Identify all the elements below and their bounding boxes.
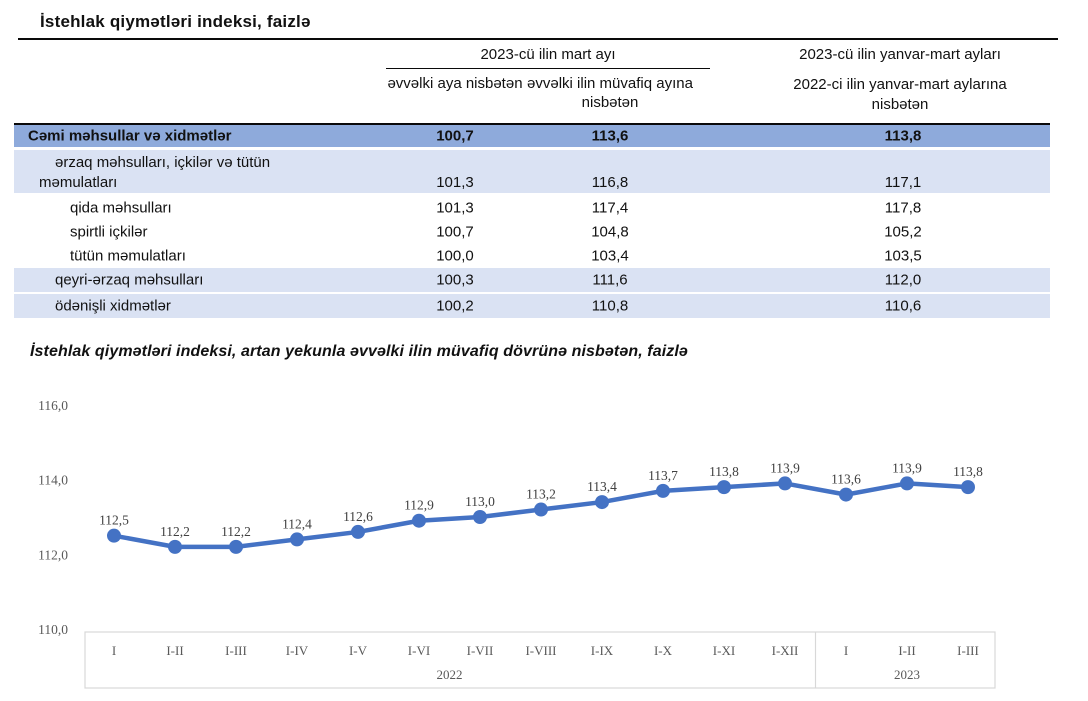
- row-value-prev-year-month: 117,4: [591, 199, 629, 216]
- x-axis-tick-label: I-V: [349, 643, 368, 658]
- chart-data-point: [778, 476, 792, 491]
- chart-data-label: 113,4: [587, 479, 617, 494]
- chart-data-label: 112,4: [282, 516, 312, 531]
- row-value-cumulative: 110,6: [884, 297, 922, 315]
- row-value-prev-year-month: 110,8: [591, 297, 629, 315]
- row-value-cumulative: 103,5: [884, 247, 922, 264]
- x-axis-tick-label: I-IX: [591, 643, 614, 658]
- row-value-prev-year-month: 111,6: [592, 271, 628, 289]
- row-value-cumulative: 105,2: [884, 223, 922, 240]
- table-row-paid-services: ödənişli xidmətlər 100,2 110,8 110,6: [14, 294, 1050, 318]
- row-label-line2: məmulatları: [39, 174, 118, 191]
- x-axis-tick-label: I-VI: [408, 643, 430, 658]
- row-value-prev-month: 101,3: [436, 174, 474, 191]
- table-header-march-group: 2023-cü ilin mart ayı: [480, 46, 616, 63]
- chart-data-point: [839, 487, 853, 502]
- x-axis-tick-label: I-III: [957, 643, 979, 658]
- chart-data-point: [229, 539, 243, 554]
- row-label-line1: ərzaq məhsulları, içkilər və tütün: [55, 154, 271, 171]
- x-axis-tick-label: I-VII: [467, 643, 494, 658]
- table-header-cumulative-line1: 2023-cü ilin yanvar-mart ayları: [799, 46, 1001, 63]
- chart-data-point: [534, 502, 548, 517]
- chart-data-label: 112,2: [160, 524, 190, 539]
- row-label: qida məhsulları: [70, 199, 172, 216]
- row-label: Cəmi məhsullar və xidmətlər: [28, 127, 232, 145]
- table-row-total: Cəmi məhsullar və xidmətlər 100,7 113,6 …: [14, 123, 1050, 147]
- y-axis-tick-label: 116,0: [38, 398, 68, 413]
- x-axis-tick-label: I-XII: [772, 643, 799, 658]
- row-label: spirtli içkilər: [70, 223, 148, 240]
- row-value-prev-month: 101,3: [436, 199, 474, 216]
- chart-data-point: [656, 483, 670, 498]
- chart-data-label: 113,7: [648, 468, 678, 483]
- table-row-food-products: qida məhsulları 101,3 117,4 117,8: [14, 196, 1050, 219]
- chart-data-label: 113,2: [526, 487, 556, 502]
- table-header-cumulative-line3: nisbətən: [871, 96, 929, 113]
- chart-data-label: 113,8: [709, 464, 739, 479]
- chart-data-point: [290, 532, 304, 547]
- table-header-cumulative-line2: 2022-ci ilin yanvar-mart aylarına: [793, 76, 1007, 93]
- row-value-cumulative: 117,8: [884, 199, 922, 216]
- x-axis-tick-label: I-XI: [713, 643, 735, 658]
- chart-data-point: [900, 476, 914, 491]
- chart-data-label: 113,0: [465, 494, 495, 509]
- table-row-nonfood-products: qeyri-ərzaq məhsulları 100,3 111,6 112,0: [14, 268, 1050, 292]
- row-label: ödənişli xidmətlər: [55, 297, 171, 315]
- chart-data-point: [351, 524, 365, 539]
- chart-data-label: 113,8: [953, 464, 983, 479]
- chart-data-point: [473, 510, 487, 525]
- row-value-prev-year-month: 113,6: [591, 127, 629, 145]
- row-label: tütün məmulatları: [70, 247, 186, 264]
- chart-data-label: 113,6: [831, 472, 861, 487]
- chart-data-point: [412, 513, 426, 528]
- chart-data-point: [107, 528, 121, 543]
- row-value-prev-year-month: 103,4: [591, 247, 629, 264]
- row-value-prev-month: 100,2: [436, 297, 474, 315]
- row-value-prev-month: 100,0: [436, 247, 474, 264]
- x-axis-tick-label: I-III: [225, 643, 247, 658]
- row-value-cumulative: 112,0: [884, 271, 922, 289]
- chart-data-point: [595, 495, 609, 510]
- x-axis-tick-label: I-X: [654, 643, 673, 658]
- page-title: İstehlak qiymətləri indeksi, faizlə: [40, 12, 311, 31]
- chart-data-point: [961, 480, 975, 495]
- chart-data-label: 113,9: [892, 460, 922, 475]
- y-axis-tick-label: 110,0: [38, 622, 68, 637]
- x-axis-tick-label: I-II: [166, 643, 183, 658]
- chart-data-label: 112,5: [99, 513, 129, 528]
- table-row-tobacco-products: tütün məmulatları 100,0 103,4 103,5: [14, 244, 1050, 267]
- x-axis-tick-label: I: [112, 643, 116, 658]
- row-value-cumulative: 117,1: [884, 174, 922, 191]
- table-row-food-drinks-tobacco: ərzaq məhsulları, içkilər və tütün məmul…: [14, 150, 1050, 193]
- x-axis-tick-label: I-II: [898, 643, 915, 658]
- table-header-vs-prev-month: əvvəlki aya nisbətən: [387, 75, 523, 92]
- chart-data-label: 112,6: [343, 509, 373, 524]
- y-axis-tick-label: 114,0: [38, 473, 68, 488]
- march-group-underline-rule: [386, 68, 710, 69]
- row-value-prev-month: 100,3: [436, 271, 474, 289]
- row-value-prev-month: 100,7: [436, 127, 474, 145]
- y-axis-tick-label: 112,0: [38, 547, 68, 562]
- row-value-prev-year-month: 116,8: [591, 174, 629, 191]
- table-row-alcoholic-drinks: spirtli içkilər 100,7 104,8 105,2: [14, 220, 1050, 243]
- table-header-vs-prev-year-month: əvvəlki ilin müvafiq ayına nisbətən: [527, 75, 693, 111]
- chart-data-point: [168, 539, 182, 554]
- x-axis-tick-label: I-VIII: [525, 643, 556, 658]
- row-value-cumulative: 113,8: [884, 127, 922, 145]
- title-underline-rule: [18, 38, 1058, 40]
- chart-data-point: [717, 480, 731, 495]
- row-value-prev-year-month: 104,8: [591, 223, 629, 240]
- year-group-label: 2022: [437, 667, 463, 682]
- chart-data-label: 112,2: [221, 524, 251, 539]
- row-value-prev-month: 100,7: [436, 223, 474, 240]
- chart-data-label: 113,9: [770, 460, 800, 475]
- chart-data-label: 112,9: [404, 498, 434, 513]
- row-label: qeyri-ərzaq məhsulları: [55, 271, 204, 289]
- x-axis-box: [84, 631, 996, 689]
- chart-title: İstehlak qiymətləri indeksi, artan yekun…: [30, 343, 688, 360]
- x-axis-tick-label: I: [844, 643, 848, 658]
- year-group-label: 2023: [894, 667, 920, 682]
- x-axis-tick-label: I-IV: [286, 643, 309, 658]
